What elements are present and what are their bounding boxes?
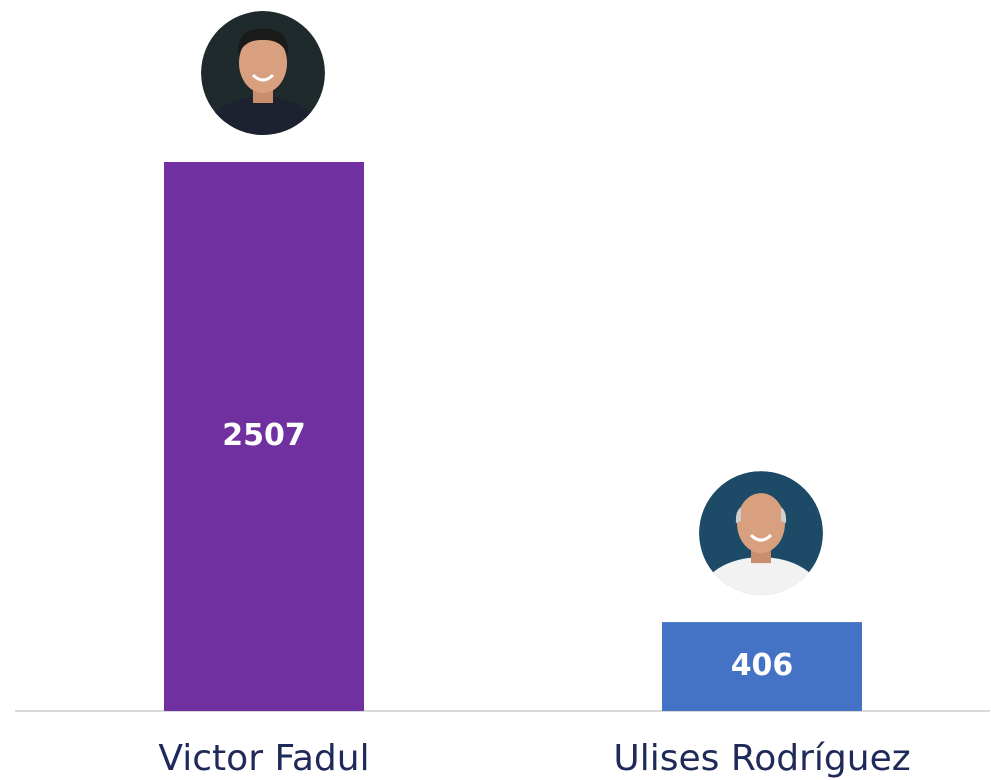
avatar-hair [237, 28, 289, 55]
avatar-face [737, 493, 785, 554]
avatar-body [701, 557, 821, 596]
x-tick-label: Ulises Rodríguez [613, 738, 910, 779]
avatar [699, 471, 823, 596]
value-label: 406 [731, 648, 794, 683]
bar [662, 622, 862, 711]
value-label: 2507 [222, 418, 306, 453]
x-tick-label: Victor Fadul [158, 738, 369, 779]
avatar [201, 11, 325, 135]
avatar-body [203, 97, 323, 135]
avatar-smile [251, 73, 275, 82]
bar [164, 162, 364, 711]
avatar-face [239, 33, 287, 93]
avatar-hair [735, 507, 787, 524]
avatar-smile [749, 533, 773, 542]
